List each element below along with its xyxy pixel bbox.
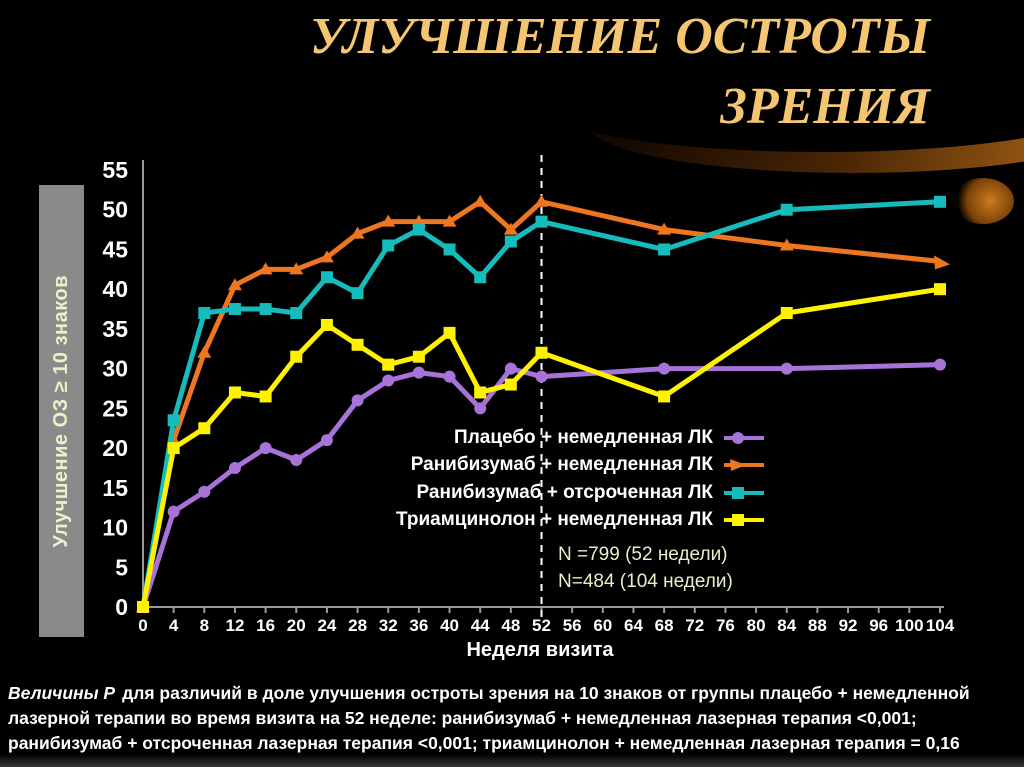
legend-marker-teal-icon xyxy=(722,485,770,501)
legend-item-triamcinolone: Триамцинолон + немедленная ЛК xyxy=(390,507,770,535)
svg-text:30: 30 xyxy=(102,356,128,382)
legend-marker-yellow-icon xyxy=(722,512,770,528)
svg-text:32: 32 xyxy=(379,616,398,635)
legend-marker-orange-icon xyxy=(722,457,770,473)
svg-text:45: 45 xyxy=(102,236,128,262)
svg-text:24: 24 xyxy=(317,616,336,635)
svg-text:16: 16 xyxy=(256,616,275,635)
legend-label: Ранибизумаб + отсроченная ЛК xyxy=(416,481,713,503)
svg-text:48: 48 xyxy=(501,616,520,635)
svg-text:5: 5 xyxy=(115,554,128,580)
x-axis-label: Неделя визита xyxy=(466,639,614,661)
svg-text:25: 25 xyxy=(102,395,128,421)
svg-text:0: 0 xyxy=(138,616,147,635)
svg-text:100: 100 xyxy=(895,616,923,635)
svg-text:55: 55 xyxy=(102,157,128,183)
svg-text:96: 96 xyxy=(869,616,888,635)
legend-item-placebo: Плацебо + немедленная ЛК xyxy=(390,424,770,452)
svg-text:50: 50 xyxy=(102,197,128,223)
legend-label: Триамцинолон + немедленная ЛК xyxy=(396,509,713,531)
svg-text:60: 60 xyxy=(593,616,612,635)
svg-text:20: 20 xyxy=(287,616,306,635)
svg-text:68: 68 xyxy=(655,616,674,635)
slide-title: УЛУЧШЕНИЕ ОСТРОТЫ ЗРЕНИЯ xyxy=(309,8,930,135)
sample-size-note: N =799 (52 недели) N=484 (104 недели) xyxy=(558,541,733,595)
svg-text:104: 104 xyxy=(926,616,955,635)
svg-text:12: 12 xyxy=(226,616,245,635)
svg-text:80: 80 xyxy=(747,616,766,635)
n-52-weeks: N =799 (52 недели) xyxy=(558,544,728,565)
y-axis-label-bar: Улучшение ОЗ ≥ 10 знаков xyxy=(39,185,84,637)
svg-text:8: 8 xyxy=(200,616,209,635)
svg-text:44: 44 xyxy=(471,616,490,635)
svg-text:56: 56 xyxy=(563,616,582,635)
bottom-fade-decoration xyxy=(0,754,1024,767)
svg-text:28: 28 xyxy=(348,616,367,635)
legend-marker-purple-icon xyxy=(722,430,770,446)
svg-text:20: 20 xyxy=(102,435,128,461)
svg-text:0: 0 xyxy=(115,594,128,620)
decorative-swoosh-mask xyxy=(540,58,1024,152)
svg-text:40: 40 xyxy=(440,616,459,635)
svg-text:36: 36 xyxy=(409,616,428,635)
svg-text:64: 64 xyxy=(624,616,643,635)
svg-text:35: 35 xyxy=(102,316,128,342)
svg-text:52: 52 xyxy=(532,616,551,635)
svg-text:92: 92 xyxy=(839,616,858,635)
svg-text:76: 76 xyxy=(716,616,735,635)
svg-text:10: 10 xyxy=(102,515,128,541)
footnote-lead: Величины Р xyxy=(8,683,116,703)
svg-text:4: 4 xyxy=(169,616,179,635)
n-104-weeks: N=484 (104 недели) xyxy=(558,571,733,592)
svg-text:15: 15 xyxy=(102,475,128,501)
svg-text:72: 72 xyxy=(685,616,704,635)
footnote-text: для различий в доле улучшения остроты зр… xyxy=(8,683,970,753)
svg-text:40: 40 xyxy=(102,276,128,302)
decorative-circle xyxy=(952,178,1014,224)
legend: Плацебо + немедленная ЛК Ранибизумаб + н… xyxy=(390,424,770,534)
legend-item-ranibizumab-deferred: Ранибизумаб + отсроченная ЛК xyxy=(390,479,770,507)
legend-label: Плацебо + немедленная ЛК xyxy=(454,426,713,448)
svg-text:84: 84 xyxy=(777,616,796,635)
legend-label: Ранибизумаб + немедленная ЛК xyxy=(410,454,713,476)
legend-item-ranibizumab-immediate: Ранибизумаб + немедленная ЛК xyxy=(390,452,770,480)
svg-text:88: 88 xyxy=(808,616,827,635)
